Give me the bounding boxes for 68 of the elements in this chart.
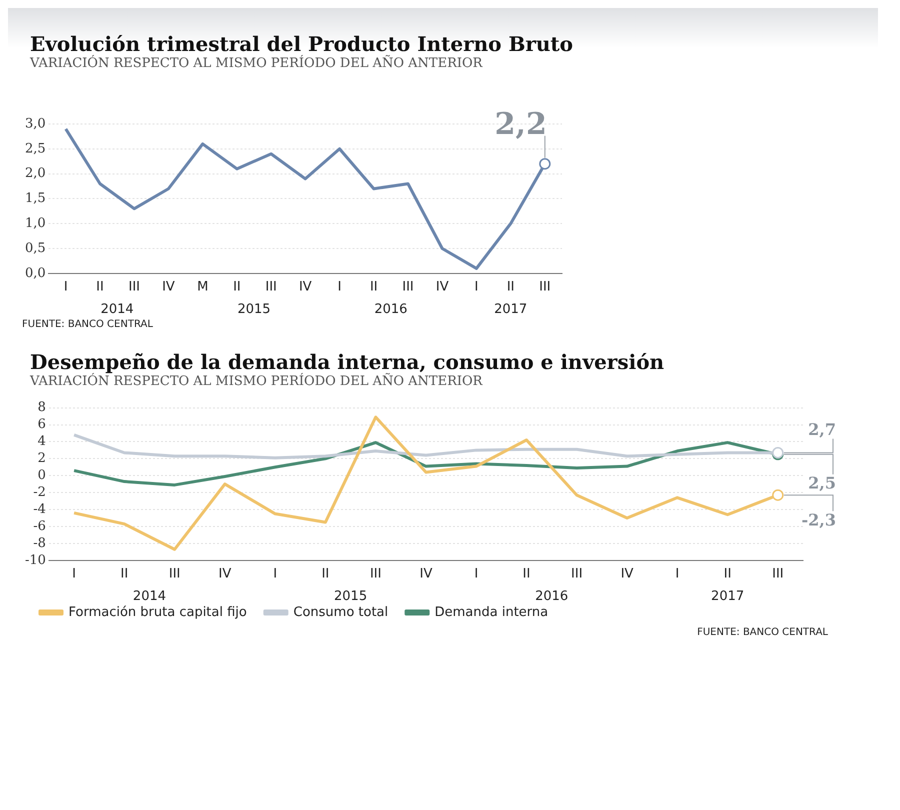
x-tick-label: I: [72, 566, 76, 582]
x-tick-label: I: [338, 280, 342, 295]
x-tick-label: III: [539, 280, 551, 295]
x-tick-label: II: [506, 280, 515, 295]
legend-label: Formación bruta capital fijo: [68, 604, 247, 620]
x-tick-label: I: [64, 280, 68, 295]
chart-title: Desempeño de la demanda interna, consumo e inversión: [30, 350, 666, 374]
text: 2015: [334, 588, 368, 604]
legend-label: Demanda interna: [434, 604, 548, 620]
y-tick-label: 0,0: [24, 266, 46, 281]
y-tick-label: -6: [33, 518, 46, 534]
x-tick-label: IV: [436, 280, 449, 295]
data-label: 2,7: [808, 420, 836, 439]
y-tick-label: -2: [33, 484, 46, 500]
y-tick-label: -8: [33, 536, 46, 551]
y-tick-label: 1,5: [24, 191, 46, 206]
source-note: FUENTE: BANCO CENTRAL: [696, 627, 829, 638]
x-tick-label: M: [197, 280, 208, 295]
x-tick-label: II: [522, 566, 530, 582]
x-tick-label: III: [772, 566, 784, 582]
x-tick-label: II: [370, 280, 378, 295]
data-label: 2,5: [808, 474, 836, 493]
text: 2017: [494, 302, 528, 317]
text: 2014: [100, 302, 134, 317]
y-tick-label: 1,0: [24, 216, 46, 231]
text: 2014: [132, 588, 166, 604]
x-tick-label: IV: [298, 280, 312, 295]
source-note: FUENTE: BANCO CENTRAL: [22, 319, 154, 330]
x-tick-label: I: [474, 566, 478, 582]
y-tick-label: 6: [38, 417, 46, 432]
y-tick-label: 3,0: [24, 116, 46, 132]
x-tick-label: IV: [420, 566, 432, 582]
y-tick-label: 4: [38, 434, 46, 450]
x-tick-label: II: [96, 280, 104, 295]
y-tick-label: 2: [38, 451, 46, 466]
y-tick-label: 2,5: [24, 141, 46, 156]
data-label: 2,2: [494, 106, 547, 142]
x-tick-label: IV: [620, 566, 634, 582]
x-tick-label: I: [675, 566, 680, 582]
y-tick-label: 8: [38, 400, 46, 416]
y-tick-label: -10: [24, 552, 46, 568]
legend-label: Consumo total: [293, 604, 388, 620]
x-tick-label: II: [322, 566, 330, 582]
x-tick-label: III: [571, 566, 583, 582]
x-tick-label: I: [474, 280, 478, 295]
x-tick-label: II: [120, 566, 128, 582]
x-tick-label: III: [265, 280, 277, 295]
text: 2016: [374, 302, 408, 317]
x-tick-label: IV: [218, 566, 232, 582]
chart-title: Evolución trimestral del Producto Interno Bruto: [30, 32, 574, 56]
x-tick-label: I: [273, 566, 278, 582]
y-tick-label: 0,5: [24, 240, 46, 256]
x-tick-label: II: [233, 280, 241, 295]
y-tick-label: 0: [38, 468, 46, 483]
y-tick-label: 2,0: [24, 166, 46, 182]
text: 2017: [711, 588, 744, 604]
x-tick-label: III: [168, 566, 180, 582]
text: 2016: [535, 588, 568, 604]
chart-subtitle: VARIACIÓN RESPECTO AL MISMO PERÍODO DEL AÑO ANTERIOR: [30, 374, 484, 389]
x-tick-label: II: [724, 566, 732, 582]
y-tick-label: -4: [33, 502, 46, 517]
data-label: -2,3: [802, 510, 836, 530]
x-tick-label: III: [370, 566, 382, 582]
x-tick-label: IV: [162, 280, 175, 295]
x-tick-label: III: [128, 280, 140, 295]
text: 2015: [237, 302, 271, 317]
chart-subtitle: VARIACIÓN RESPECTO AL MISMO PERÍODO DEL AÑO ANTERIOR: [30, 56, 484, 71]
x-tick-label: III: [402, 280, 414, 295]
